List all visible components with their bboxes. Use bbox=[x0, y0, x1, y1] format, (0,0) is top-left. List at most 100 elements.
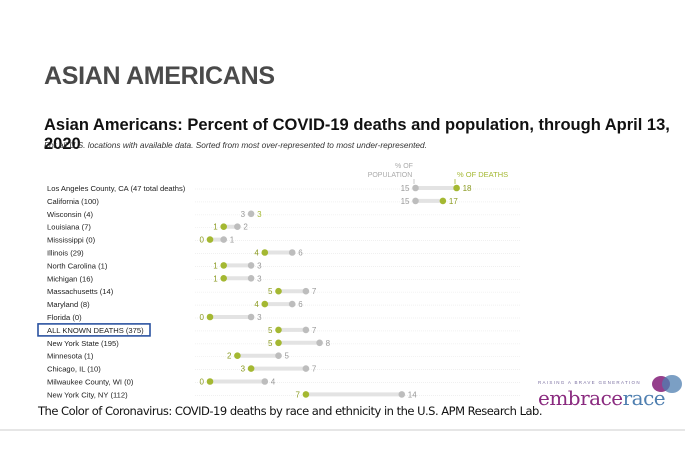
row-label: ALL KNOWN DEATHS (375) bbox=[47, 326, 144, 335]
logo-tagline: RAISING A BRAVE GENERATION bbox=[538, 380, 641, 385]
population-value-label: 7 bbox=[312, 326, 317, 335]
population-dot bbox=[288, 249, 296, 256]
deaths-dot bbox=[275, 339, 282, 347]
speech-bubbles-icon bbox=[652, 375, 682, 393]
deaths-value-label: 7 bbox=[295, 390, 300, 399]
chart-row: Louisiana (7) 1 2 bbox=[47, 223, 520, 232]
chart-row: Chicago, IL (10) 3 7 bbox=[47, 365, 520, 374]
legend-deaths-label: % OF DEATHS bbox=[457, 170, 508, 179]
deaths-dot bbox=[206, 236, 214, 243]
deaths-value-label: 3 bbox=[257, 210, 262, 219]
deaths-dot bbox=[220, 275, 227, 282]
population-dot bbox=[220, 236, 227, 243]
deaths-dot bbox=[453, 184, 460, 192]
population-value-label: 14 bbox=[408, 390, 417, 399]
population-dot bbox=[247, 262, 255, 269]
chart-rows: Los Angeles County, CA (47 total deaths)… bbox=[37, 184, 520, 399]
deaths-value-label: 5 bbox=[268, 287, 273, 296]
population-value-label: 3 bbox=[241, 210, 246, 219]
row-label: Los Angeles County, CA (47 total deaths) bbox=[47, 184, 186, 193]
deaths-value-label: 4 bbox=[254, 249, 259, 258]
deaths-dot bbox=[220, 223, 227, 230]
population-value-label: 3 bbox=[257, 313, 262, 322]
chart-row: Mississippi (0) 0 1 bbox=[47, 236, 520, 245]
chart-row: Florida (0) 0 3 bbox=[47, 313, 520, 322]
row-label: California (100) bbox=[47, 197, 99, 206]
slide-title: ASIAN AMERICANS bbox=[44, 62, 275, 90]
deaths-dot bbox=[302, 391, 310, 398]
deaths-value-label: 2 bbox=[227, 352, 232, 361]
population-value-label: 1 bbox=[230, 236, 235, 245]
chart-title: Asian Americans: Percent of COVID-19 dea… bbox=[44, 116, 670, 153]
row-label: North Carolina (1) bbox=[47, 261, 108, 270]
population-dot bbox=[302, 365, 310, 372]
deaths-dot bbox=[206, 313, 214, 321]
deaths-value-label: 0 bbox=[200, 313, 205, 322]
chart-row: New York State (195) 5 8 bbox=[47, 339, 520, 348]
row-label: New York City, NY (112) bbox=[47, 390, 128, 399]
logo-word-race: race bbox=[622, 386, 666, 410]
chart-row: Milwaukee County, WI (0) 0 4 bbox=[47, 378, 520, 387]
deaths-value-label: 5 bbox=[268, 326, 273, 335]
row-label: Mississippi (0) bbox=[47, 236, 96, 245]
chart-row: ALL KNOWN DEATHS (375) 5 7 bbox=[37, 323, 520, 337]
deaths-dot bbox=[234, 352, 241, 360]
population-value-label: 2 bbox=[243, 223, 248, 232]
row-label: Massachusetts (14) bbox=[47, 287, 114, 296]
bottom-divider bbox=[0, 429, 685, 431]
deaths-value-label: 5 bbox=[268, 339, 273, 348]
deaths-dot bbox=[220, 262, 227, 269]
chart-row: Michigan (16) 1 3 bbox=[47, 274, 520, 283]
deaths-value-label: 1 bbox=[213, 274, 218, 283]
chart-row: Minnesota (1) 2 5 bbox=[47, 352, 520, 361]
deaths-dot bbox=[261, 300, 269, 308]
population-dot bbox=[275, 352, 282, 360]
chart-row: Los Angeles County, CA (47 total deaths)… bbox=[47, 184, 520, 193]
population-value-label: 5 bbox=[285, 352, 290, 361]
deaths-dot bbox=[275, 326, 282, 334]
deaths-value-label: 17 bbox=[449, 197, 458, 206]
row-label: Michigan (16) bbox=[47, 274, 93, 283]
row-label: Wisconsin (4) bbox=[47, 210, 93, 219]
deaths-value-label: 0 bbox=[200, 236, 205, 245]
chart-row: Maryland (8) 4 6 bbox=[47, 300, 520, 309]
chart-subtitle: For all U.S. locations with available da… bbox=[44, 140, 427, 150]
logo-word-embrace: embrace bbox=[538, 386, 623, 410]
legend-population-line1: % OF bbox=[395, 163, 413, 170]
embracerace-logo: RAISING A BRAVE GENERATION embracerace bbox=[538, 375, 688, 420]
population-dot bbox=[412, 197, 419, 205]
population-dot bbox=[234, 223, 241, 230]
population-dot bbox=[247, 313, 255, 321]
population-value-label: 7 bbox=[312, 287, 317, 296]
chart-row: California (100) 15 17 bbox=[47, 197, 520, 206]
population-value-label: 3 bbox=[257, 261, 262, 270]
population-dot bbox=[288, 300, 296, 308]
legend-population-line2: POPULATION bbox=[368, 172, 413, 179]
row-label: New York State (195) bbox=[47, 339, 119, 348]
deaths-value-label: 1 bbox=[213, 261, 218, 270]
deaths-dot bbox=[247, 365, 255, 372]
population-value-label: 6 bbox=[298, 300, 303, 309]
row-label: Louisiana (7) bbox=[47, 223, 91, 232]
row-label: Maryland (8) bbox=[47, 300, 90, 309]
deaths-dot bbox=[439, 197, 447, 205]
row-label: Illinois (29) bbox=[47, 249, 84, 258]
population-dot bbox=[412, 184, 419, 192]
population-dot bbox=[247, 275, 255, 282]
deaths-dot bbox=[206, 378, 214, 385]
population-value-label: 6 bbox=[298, 249, 303, 258]
highlight-box bbox=[37, 323, 151, 337]
population-value-label: 15 bbox=[401, 184, 410, 193]
population-dot bbox=[302, 326, 310, 334]
deaths-value-label: 4 bbox=[254, 300, 259, 309]
population-dot bbox=[302, 287, 310, 295]
deaths-dot bbox=[275, 287, 282, 295]
source-caption: The Color of Coronavirus: COVID-19 death… bbox=[38, 404, 542, 418]
deaths-value-label: 18 bbox=[463, 184, 472, 193]
deaths-dot bbox=[261, 249, 269, 256]
deaths-value-label: 0 bbox=[200, 378, 205, 387]
chart-row: New York City, NY (112) 7 14 bbox=[47, 390, 520, 399]
row-label: Minnesota (1) bbox=[47, 352, 94, 361]
population-dot bbox=[398, 391, 406, 398]
deaths-value-label: 1 bbox=[213, 223, 218, 232]
